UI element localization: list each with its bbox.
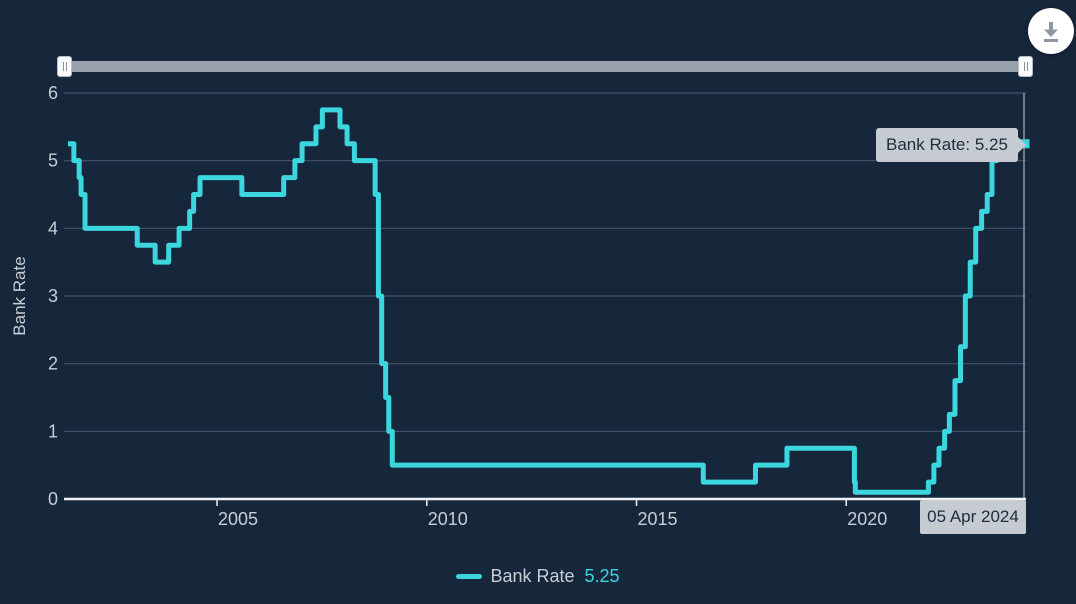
y-axis-tick-label: 1 xyxy=(48,421,58,441)
x-axis-tick-label: 2015 xyxy=(638,509,678,529)
tooltip: Bank Rate: 5.25 xyxy=(876,128,1026,162)
legend: Bank Rate 5.25 xyxy=(0,566,1076,587)
y-axis-tick-label: 0 xyxy=(48,489,58,509)
legend-line-swatch xyxy=(456,574,483,579)
y-axis-tick-label: 3 xyxy=(48,286,58,306)
y-axis-tick-label: 2 xyxy=(48,354,58,374)
bank-rate-series-line[interactable] xyxy=(68,107,1025,495)
download-icon xyxy=(1039,19,1063,43)
legend-item-bank-rate[interactable]: Bank Rate 5.25 xyxy=(456,566,620,587)
x-cursor-date-label: 05 Apr 2024 xyxy=(920,500,1026,534)
range-slider-handle-left[interactable] xyxy=(57,56,72,77)
y-axis-title: Bank Rate xyxy=(10,256,29,336)
handle-grip xyxy=(62,62,64,71)
handle-grip xyxy=(65,62,67,71)
range-slider-track[interactable] xyxy=(60,61,1030,72)
download-button[interactable] xyxy=(1028,8,1074,54)
handle-grip xyxy=(1026,62,1028,71)
legend-series-value: 5.25 xyxy=(584,566,620,586)
y-axis-tick-label: 5 xyxy=(48,151,58,171)
legend-series-label: Bank Rate xyxy=(490,566,575,586)
y-axis-tick-label: 6 xyxy=(48,83,58,103)
x-axis-tick-label: 2020 xyxy=(847,509,887,529)
tooltip-text: Bank Rate: 5.25 xyxy=(886,135,1008,154)
x-axis-tick-label: 2005 xyxy=(218,509,258,529)
date-label-text: 05 Apr 2024 xyxy=(927,507,1019,526)
y-axis-tick-label: 4 xyxy=(48,218,58,238)
handle-grip xyxy=(1023,62,1025,71)
range-slider-handle-right[interactable] xyxy=(1018,56,1033,77)
x-axis-tick-label: 2010 xyxy=(428,509,468,529)
